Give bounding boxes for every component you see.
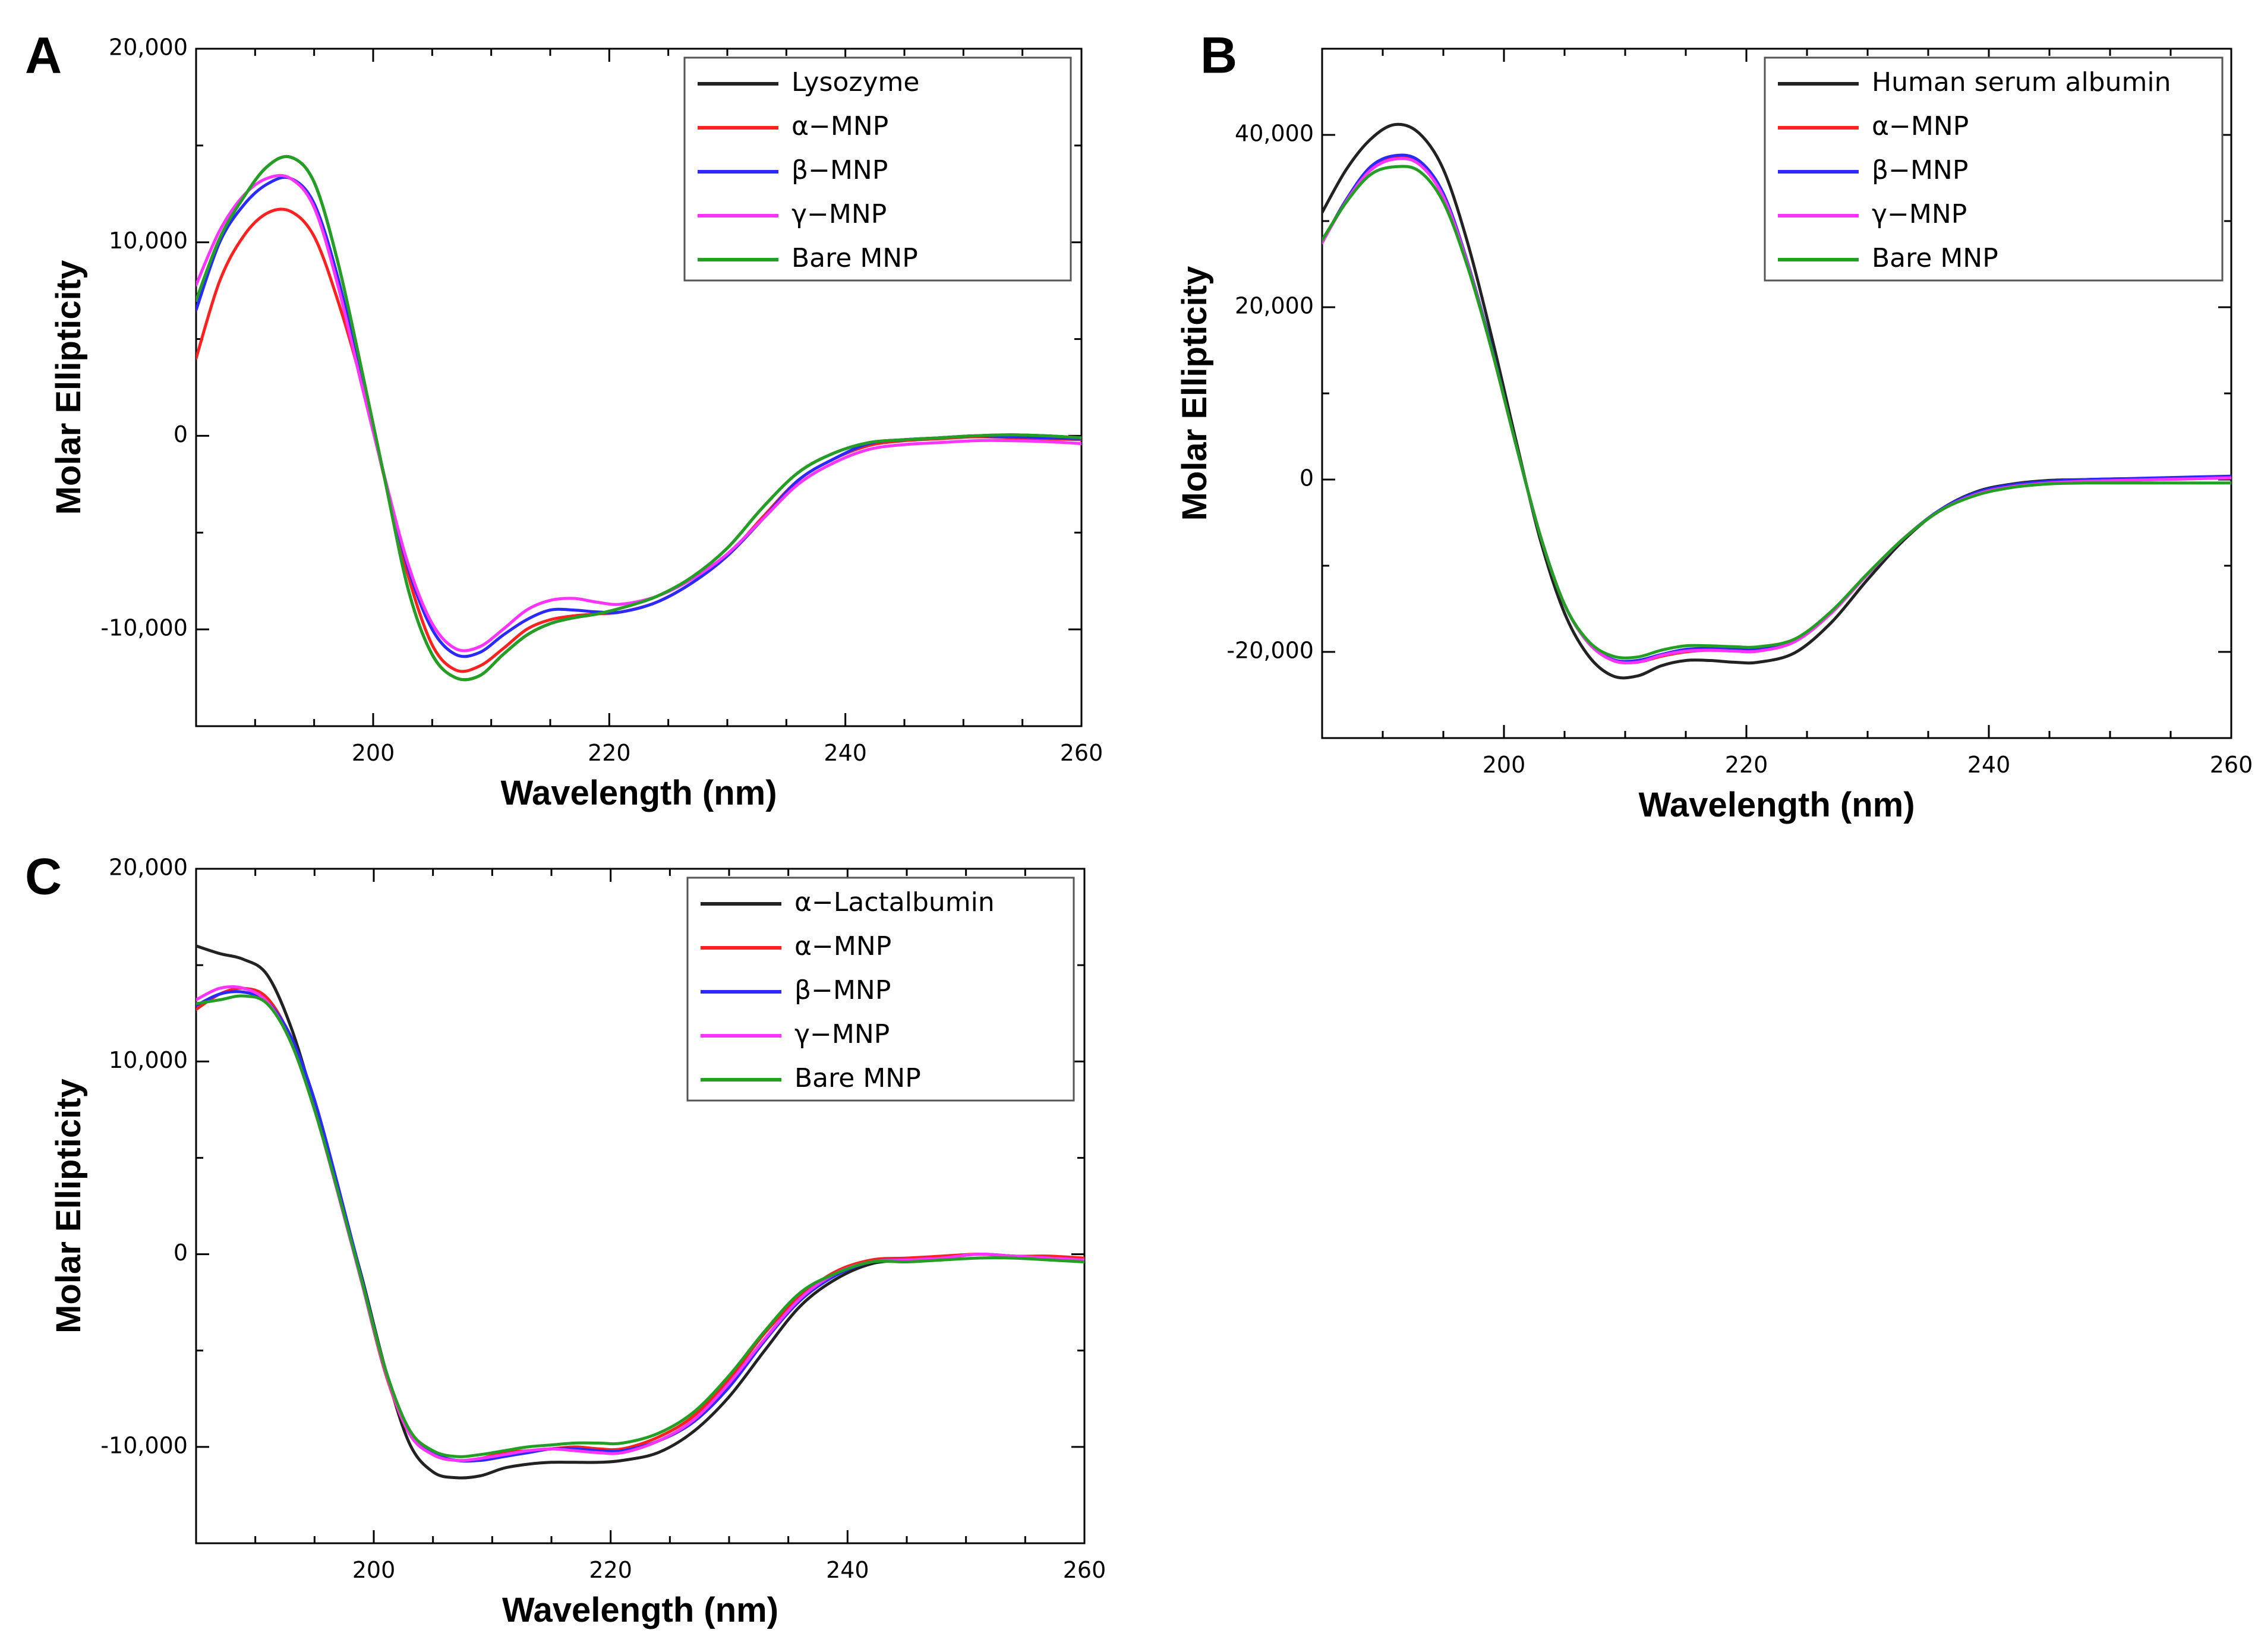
panel-a-series-bare-mnp: [196, 155, 1081, 682]
panel-a-legend-label: Bare MNP: [791, 243, 918, 273]
panel-b-y-tick-label: 20,000: [1235, 293, 1314, 319]
panel-c-x-axis-title: Wavelength (nm): [502, 1591, 778, 1629]
panel-a-legend: [683, 56, 1072, 282]
panel-b-legend-label: α−MNP: [1872, 111, 1969, 141]
panel-b-y-tick-label: 0: [1300, 465, 1314, 491]
panel-a-legend-label: γ−MNP: [791, 199, 887, 229]
panel-a-y-axis-title: Molar Ellipticity: [49, 260, 88, 515]
panel-b-x-axis-title: Wavelength (nm): [1638, 786, 1915, 824]
panel-a-series--mnp: [196, 207, 1081, 673]
panel-c-series-bare-mnp: [196, 994, 1084, 1458]
panel-b-legend: [1764, 56, 2224, 282]
panel-c-legend-label: γ−MNP: [794, 1019, 890, 1049]
panel-a-y-tick-label: 0: [174, 421, 188, 447]
panel-c-letter: C: [25, 849, 62, 906]
panel-c-plot-frame: [195, 868, 1086, 1544]
panel-b-x-tick-label: 240: [1967, 752, 2011, 778]
panel-c-x-tick-label: 220: [589, 1557, 632, 1583]
panel-a-x-axis-title: Wavelength (nm): [500, 774, 777, 812]
panel-c-x-tick-label: 200: [352, 1557, 396, 1583]
panel-c-x-tick-label: 260: [1063, 1557, 1106, 1583]
panel-a-y-tick-label: 20,000: [109, 34, 188, 61]
panel-a-y-tick-label: 10,000: [109, 228, 188, 254]
panel-c-legend-label: Bare MNP: [794, 1063, 921, 1093]
panel-a-y-tick-label: -10,000: [100, 615, 188, 641]
panel-a-series--mnp: [196, 174, 1081, 652]
panel-c-y-tick-label: 20,000: [109, 855, 188, 881]
panel-b-letter: B: [1200, 27, 1237, 84]
panel-b-y-tick-label: -20,000: [1226, 638, 1314, 664]
panel-b-legend-label: γ−MNP: [1872, 199, 1967, 229]
panel-c-legend: [686, 877, 1075, 1102]
panel-a-x-tick-label: 260: [1060, 740, 1103, 766]
panel-c-y-tick-label: -10,000: [100, 1432, 188, 1458]
panel-c-y-axis-title: Molar Ellipticity: [49, 1079, 88, 1333]
panel-a-letter: A: [25, 27, 62, 84]
panel-b-legend-label: β−MNP: [1872, 155, 1968, 185]
panel-a-legend-label: Lysozyme: [791, 67, 919, 97]
panel-b-x-tick-label: 260: [2210, 752, 2253, 778]
panel-a-plot-frame: [195, 48, 1083, 727]
panel-b-series-bare-mnp: [1322, 165, 2231, 660]
panel-b-legend-label: Human serum albumin: [1872, 67, 2171, 97]
panel-c-y-tick-label: 0: [174, 1240, 188, 1266]
panel-a-x-tick-label: 240: [824, 740, 867, 766]
panel-c-legend-label: α−MNP: [794, 931, 891, 961]
panel-b-x-tick-label: 220: [1725, 752, 1768, 778]
panel-a-legend-label: β−MNP: [791, 155, 888, 185]
panel-a-x-tick-label: 200: [352, 740, 395, 766]
panel-b-y-tick-label: 40,000: [1235, 121, 1314, 147]
panel-c-y-tick-label: 10,000: [109, 1047, 188, 1073]
panel-b-y-axis-title: Molar Ellipticity: [1175, 266, 1214, 521]
panel-c-legend-label: β−MNP: [794, 975, 891, 1005]
panel-b-legend-label: Bare MNP: [1872, 243, 1998, 273]
panel-b-x-tick-label: 200: [1483, 752, 1526, 778]
panel-a-x-tick-label: 220: [588, 740, 631, 766]
panel-c-x-tick-label: 240: [826, 1557, 869, 1583]
panel-a-legend-label: α−MNP: [791, 111, 888, 141]
panel-c-legend-label: α−Lactalbumin: [794, 887, 995, 918]
